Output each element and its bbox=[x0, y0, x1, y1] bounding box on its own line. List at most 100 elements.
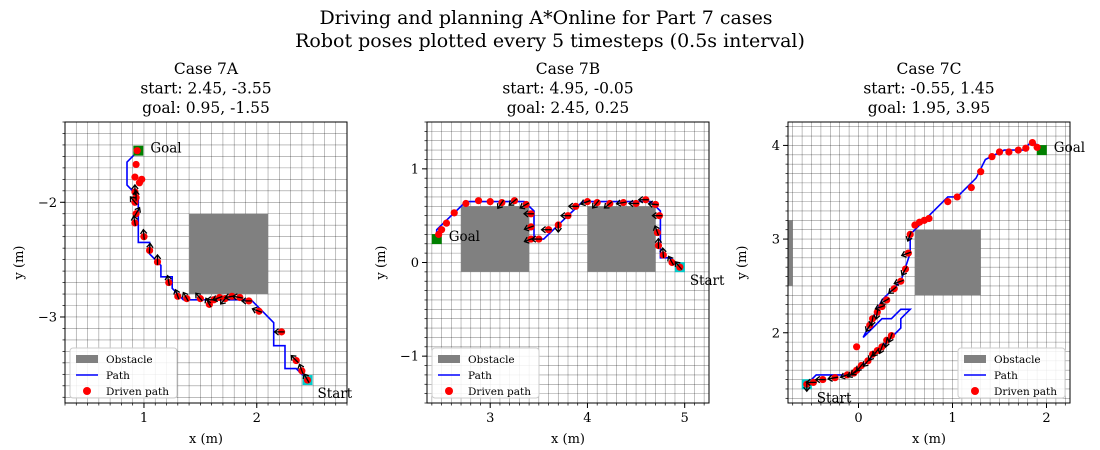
subplot-title: Case 7A bbox=[174, 60, 239, 78]
subplot-2: 3 4 5 −1 0 1 x (m) y (m) Case 7B start: 4.95, -0.… bbox=[374, 60, 725, 447]
legend-obstacle-swatch bbox=[438, 355, 460, 363]
driven-point bbox=[138, 175, 146, 183]
subplot-start-text: start: -0.55, 1.45 bbox=[863, 80, 994, 98]
heading-arrow bbox=[523, 210, 535, 218]
start-annotation: Start bbox=[690, 273, 725, 289]
obstacle bbox=[914, 229, 981, 296]
start-annotation: Start bbox=[817, 390, 852, 406]
legend-driven-swatch bbox=[971, 387, 979, 395]
heading-arrow bbox=[146, 242, 154, 254]
figure-title-line2: Robot poses plotted every 5 timesteps (0… bbox=[295, 30, 805, 52]
heading-arrow bbox=[567, 202, 579, 211]
goal-annotation: Goal bbox=[1054, 140, 1085, 156]
heading-arrow bbox=[554, 222, 562, 234]
x-tick-label: 2 bbox=[253, 411, 261, 426]
y-tick-label: −3 bbox=[38, 310, 57, 325]
heading-arrow bbox=[195, 292, 203, 302]
tick-marks bbox=[422, 121, 705, 408]
heading-arrow bbox=[302, 373, 310, 383]
y-axis-label: y (m) bbox=[735, 246, 750, 281]
heading-arrow bbox=[888, 286, 897, 294]
y-tick-label: 3 bbox=[772, 233, 780, 248]
goal-annotation: Goal bbox=[150, 141, 181, 157]
axes-frame bbox=[787, 121, 1071, 404]
legend-driven-label: Driven path bbox=[994, 386, 1057, 398]
heading-arrow bbox=[873, 309, 881, 321]
heading-arrow bbox=[882, 337, 890, 349]
x-tick-label: 2 bbox=[1042, 411, 1050, 426]
driven-point bbox=[131, 173, 139, 181]
x-tick-label: 1 bbox=[140, 411, 148, 426]
legend-path-label: Path bbox=[994, 370, 1018, 382]
subplot-goal-text: goal: 2.45, 0.25 bbox=[507, 99, 629, 117]
heading-arrow bbox=[251, 306, 263, 314]
goal-annotation: Goal bbox=[449, 229, 480, 245]
driven-point bbox=[853, 343, 861, 351]
driven-point bbox=[988, 153, 996, 161]
heading-arrow bbox=[153, 253, 162, 265]
heading-arrow bbox=[164, 274, 172, 286]
plot-area bbox=[427, 122, 709, 403]
heading-arrow bbox=[814, 375, 826, 384]
heading-arrow bbox=[559, 211, 571, 220]
y-tick-label: 1 bbox=[411, 162, 419, 177]
heading-arrow bbox=[508, 198, 518, 206]
heading-arrow bbox=[181, 291, 189, 302]
x-tick-label: 4 bbox=[583, 411, 591, 426]
subplot-start-text: start: 2.45, -3.55 bbox=[140, 80, 271, 98]
heading-arrow bbox=[805, 378, 817, 387]
x-tick-label: 1 bbox=[948, 411, 956, 426]
x-axis-label: x (m) bbox=[189, 432, 223, 447]
driven-point bbox=[462, 199, 470, 208]
driven-point bbox=[1005, 148, 1013, 156]
driven-point bbox=[474, 197, 483, 205]
legend-obstacle-swatch bbox=[964, 355, 986, 363]
figure-title-line1: Driving and planning A*Online for Part 7… bbox=[319, 7, 772, 29]
subplot-title: Case 7C bbox=[897, 60, 962, 78]
obstacle bbox=[461, 206, 530, 272]
y-tick-label: 0 bbox=[411, 256, 419, 271]
driven-point bbox=[133, 147, 141, 155]
heading-arrow bbox=[523, 224, 535, 232]
x-axis-label: x (m) bbox=[912, 432, 946, 447]
legend-driven-swatch bbox=[83, 387, 91, 395]
legend-obstacle-label: Obstacle bbox=[106, 354, 153, 366]
plot-area bbox=[65, 122, 347, 403]
legend-path-label: Path bbox=[468, 370, 492, 382]
driven-point bbox=[977, 168, 985, 176]
heading-arrow bbox=[879, 297, 890, 305]
legend-obstacle-label: Obstacle bbox=[468, 354, 515, 366]
driven-point bbox=[442, 219, 451, 227]
legend-path-label: Path bbox=[106, 370, 130, 382]
subplot-title: Case 7B bbox=[536, 60, 600, 78]
driven-point bbox=[1022, 144, 1030, 152]
heading-arrow bbox=[874, 304, 886, 312]
x-axis-label: x (m) bbox=[551, 432, 585, 447]
obstacle bbox=[587, 206, 656, 272]
driven-point bbox=[1028, 139, 1036, 147]
legend-obstacle-swatch bbox=[76, 355, 98, 363]
x-tick-label: 5 bbox=[681, 411, 689, 426]
driven-point bbox=[486, 198, 494, 206]
subplot-3: 0 1 2 2 3 4 x (m) y (m) Case 7C start: -0.55, 1.4… bbox=[735, 60, 1085, 447]
legend-driven-label: Driven path bbox=[106, 386, 169, 398]
heading-arrow bbox=[603, 201, 613, 209]
legend-driven-swatch bbox=[445, 387, 453, 395]
tick-marks bbox=[783, 126, 1066, 408]
start-annotation: Start bbox=[318, 386, 353, 402]
heading-arrow bbox=[240, 297, 252, 305]
heading-arrow bbox=[868, 315, 876, 327]
grid-lines bbox=[788, 122, 1070, 403]
driven-point bbox=[967, 183, 975, 192]
heading-arrow bbox=[647, 200, 659, 208]
driven-point bbox=[944, 198, 952, 206]
heading-arrow bbox=[579, 199, 591, 207]
driven-point bbox=[1014, 146, 1022, 154]
subplot-goal-text: goal: 0.95, -1.55 bbox=[142, 99, 270, 117]
heading-arrow bbox=[659, 246, 667, 259]
plot-area bbox=[788, 122, 1070, 403]
heading-arrow bbox=[674, 261, 683, 270]
heading-arrow bbox=[628, 199, 640, 208]
y-tick-label: 4 bbox=[772, 139, 780, 154]
